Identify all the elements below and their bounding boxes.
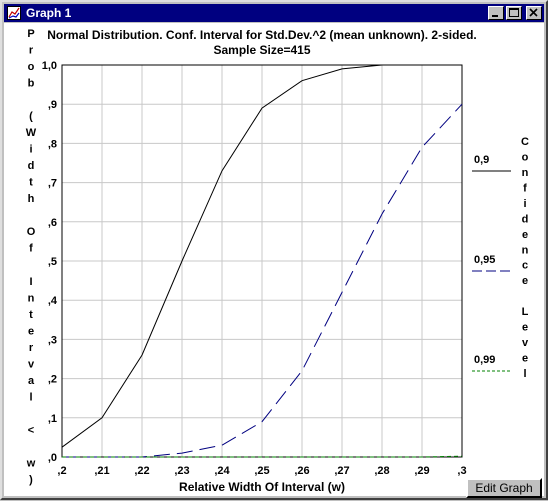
- x-tick-label: ,22: [134, 465, 149, 477]
- legend-title-char: v: [522, 337, 529, 349]
- x-tick-label: ,28: [374, 465, 389, 477]
- edit-graph-button[interactable]: Edit Graph: [466, 478, 542, 498]
- plot-area: ,2 ,21 ,22 ,23 ,24 ,25 ,26 ,27 ,28 ,29 ,3 ,0 ,1 ,2 ,3,…: [26, 28, 529, 486]
- maximize-button[interactable]: [506, 6, 522, 20]
- y-axis-label-char: a: [28, 375, 35, 387]
- x-axis-label: Relative Width Of Interval (w): [179, 480, 345, 494]
- legend-title-char: e: [522, 322, 528, 334]
- y-axis-label-char: ): [29, 474, 33, 486]
- close-button[interactable]: [526, 6, 542, 20]
- legend-title-char: o: [522, 151, 529, 163]
- legend-entry-label: 0,9: [474, 154, 489, 166]
- y-axis-label-char: n: [28, 292, 35, 304]
- y-axis-label-char: W: [26, 127, 37, 139]
- y-tick-label: ,0: [48, 452, 57, 464]
- y-tick-label: ,7: [48, 178, 57, 190]
- close-icon: [529, 8, 538, 17]
- graph-client-area: Normal Distribution. Conf. Interval for …: [4, 23, 544, 496]
- legend-title-char: c: [522, 260, 528, 272]
- legend-title-char: e: [522, 275, 528, 287]
- y-axis-label-char: t: [29, 309, 33, 321]
- y-axis-label-char: <: [28, 424, 34, 436]
- series-line: [62, 103, 463, 458]
- chart-subtitle: Sample Size=415: [213, 43, 310, 57]
- minimize-icon: [492, 15, 498, 17]
- graph-app-icon: [7, 6, 21, 20]
- y-axis-label-char: l: [29, 391, 32, 403]
- y-axis-label-char: d: [28, 160, 35, 172]
- y-axis-label-char: v: [28, 358, 35, 370]
- x-tick-label: ,26: [294, 465, 309, 477]
- y-axis-label-char: b: [28, 78, 35, 90]
- x-tick-label: ,3: [457, 465, 466, 477]
- x-tick-label: ,25: [254, 465, 269, 477]
- y-axis-label-char: O: [27, 226, 36, 238]
- y-axis-label-char: r: [29, 342, 34, 354]
- y-tick-label: 1,0: [42, 60, 57, 72]
- x-tick-label: ,24: [214, 465, 230, 477]
- chart-canvas: Normal Distribution. Conf. Interval for …: [26, 28, 529, 494]
- y-tick-label: ,8: [48, 138, 57, 150]
- x-tick-label: ,23: [174, 465, 189, 477]
- legend-title-char: i: [523, 198, 526, 210]
- y-axis-label-char: t: [29, 177, 33, 189]
- x-tick-label: ,27: [334, 465, 349, 477]
- y-axis-label-char: i: [29, 144, 32, 156]
- maximize-icon: [509, 8, 519, 17]
- legend-title-char: l: [523, 368, 526, 380]
- y-axis-label-char: (: [29, 111, 33, 123]
- y-tick-label: ,9: [48, 99, 57, 111]
- legend-title-char: d: [522, 213, 529, 225]
- x-tick-label: ,21: [94, 465, 109, 477]
- legend-entry-label: 0,99: [474, 354, 495, 366]
- y-tick-label: ,4: [48, 295, 58, 307]
- x-tick-label: ,29: [414, 465, 429, 477]
- legend-title-char: n: [522, 167, 529, 179]
- y-tick-label: ,3: [48, 334, 57, 346]
- series-line: [61, 64, 462, 448]
- y-axis-label-char: P: [27, 28, 34, 40]
- legend-entry-label: 0,95: [474, 254, 495, 266]
- legend-title-char: e: [522, 353, 528, 365]
- x-tick-label: ,2: [57, 465, 66, 477]
- title-bar[interactable]: Graph 1: [4, 4, 544, 22]
- y-axis-label-char: I: [29, 276, 32, 288]
- y-tick-label: ,6: [48, 217, 57, 229]
- y-tick-label: ,5: [48, 256, 57, 268]
- legend-title-char: e: [522, 229, 528, 241]
- y-axis-label-char: r: [29, 45, 34, 57]
- y-axis-label-char: e: [28, 325, 34, 337]
- y-axis-label-char: o: [28, 61, 35, 73]
- y-axis-label-char: h: [28, 193, 35, 205]
- minimize-button[interactable]: [488, 6, 504, 20]
- series-line: [62, 455, 463, 458]
- legend-title-char: n: [522, 244, 529, 256]
- legend-title-char: C: [521, 136, 529, 148]
- legend-title-char: f: [523, 182, 527, 194]
- y-axis-label-char: w: [26, 457, 36, 469]
- window-title: Graph 1: [26, 6, 72, 20]
- chart-title: Normal Distribution. Conf. Interval for …: [47, 28, 477, 42]
- y-tick-label: ,1: [48, 413, 57, 425]
- legend-title-char: L: [522, 306, 529, 318]
- y-axis-label-char: f: [29, 243, 33, 255]
- y-tick-label: ,2: [48, 374, 57, 386]
